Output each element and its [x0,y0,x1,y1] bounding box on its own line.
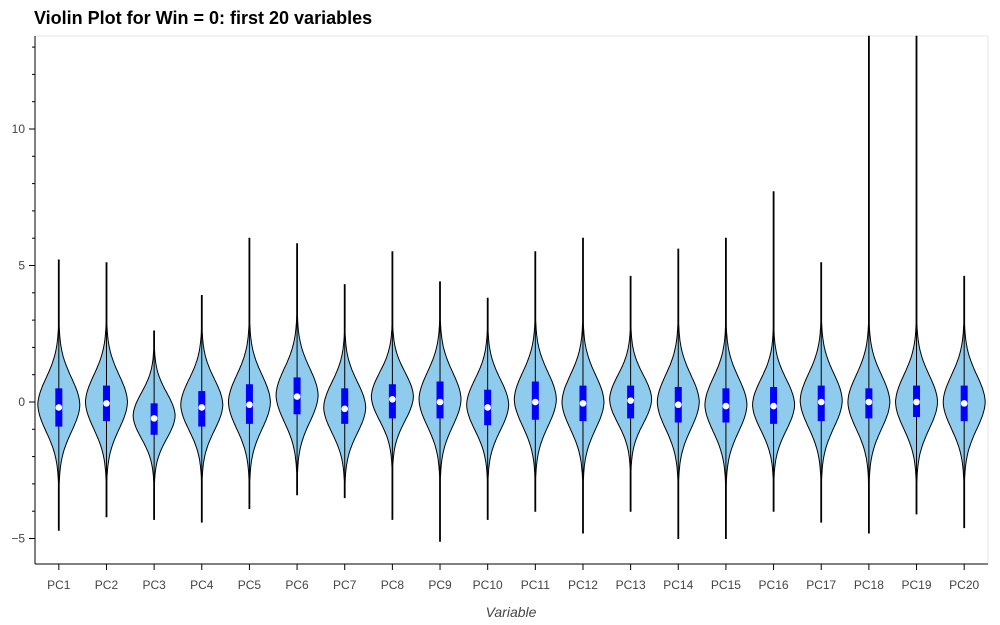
median-point [246,401,253,409]
x-tick-label: PC6 [285,578,309,592]
median-point [532,398,539,406]
chart-title: Violin Plot for Win = 0: first 20 variab… [34,8,373,28]
violin-pc10 [466,297,510,520]
violin-pc20 [942,275,986,529]
x-tick-label: PC15 [711,578,741,592]
violin-pc2 [85,262,129,518]
y-tick-label: 0 [18,395,25,409]
violins [37,35,986,542]
median-point [103,400,110,407]
x-tick-label: PC11 [521,578,550,592]
y-tick-label: 10 [12,122,26,136]
x-tick-label: PC12 [568,578,598,592]
violin-pc19 [894,35,939,515]
violin-pc7 [323,284,367,499]
violin-pc11 [513,251,557,512]
violin-pc3 [132,330,176,520]
violin-pc12 [561,237,605,534]
median-point [484,404,491,411]
x-tick-label: PC7 [333,578,357,592]
violin-pc13 [609,275,653,512]
x-tick-label: PC17 [806,578,836,592]
median-point [293,393,301,400]
violin-pc5 [227,237,271,509]
plot-frame [34,35,989,565]
x-tick-label: PC8 [381,578,405,592]
median-point [770,402,777,410]
median-point [198,404,206,411]
median-point [960,400,968,407]
median-point [579,400,587,407]
violin-pc14 [656,248,700,539]
median-point [389,395,396,403]
median-point [817,398,825,406]
violin-pc4 [180,295,224,523]
x-tick-label: PC19 [902,578,932,592]
x-tick-label: PC20 [949,578,979,592]
x-tick-label: PC10 [473,578,503,592]
median-point [436,398,444,406]
x-tick-label: PC1 [47,578,71,592]
violin-pc9 [418,281,462,542]
x-tick-label: PC3 [142,578,166,592]
violin-pc8 [370,251,414,520]
x-tick-label: PC2 [95,578,119,592]
violin-pc1 [37,259,81,531]
median-point [627,397,634,404]
x-axis: PC1 PC2 PC3 PC4 PC5 PC6 PC7 PC8 PC9 PC10 PC11 PC12 P… [35,563,988,592]
median-point [674,401,682,409]
median-point [55,404,63,411]
median-point [722,402,730,410]
median-point [865,398,873,406]
x-tick-label: PC9 [428,578,452,592]
median-point [150,415,158,422]
violin-pc17 [799,262,843,523]
median-point [341,405,349,413]
x-tick-label: PC13 [616,578,646,592]
x-tick-label: PC4 [190,578,214,592]
x-tick-label: PC16 [759,578,789,592]
x-tick-label: PC14 [663,578,693,592]
violin-pc15 [704,237,748,539]
plot-border [34,35,989,565]
y-tick-label: −5 [11,532,25,546]
x-axis-label: Variable [486,604,537,620]
y-tick-label: 5 [18,259,25,273]
x-tick-label: PC18 [854,578,884,592]
violin-pc18 [847,35,891,534]
x-tick-label: PC5 [238,578,262,592]
median-point [913,398,920,406]
y-axis: −5 0 5 10 [11,36,36,564]
violin-pc16 [752,191,796,512]
violin-pc6 [275,243,319,496]
